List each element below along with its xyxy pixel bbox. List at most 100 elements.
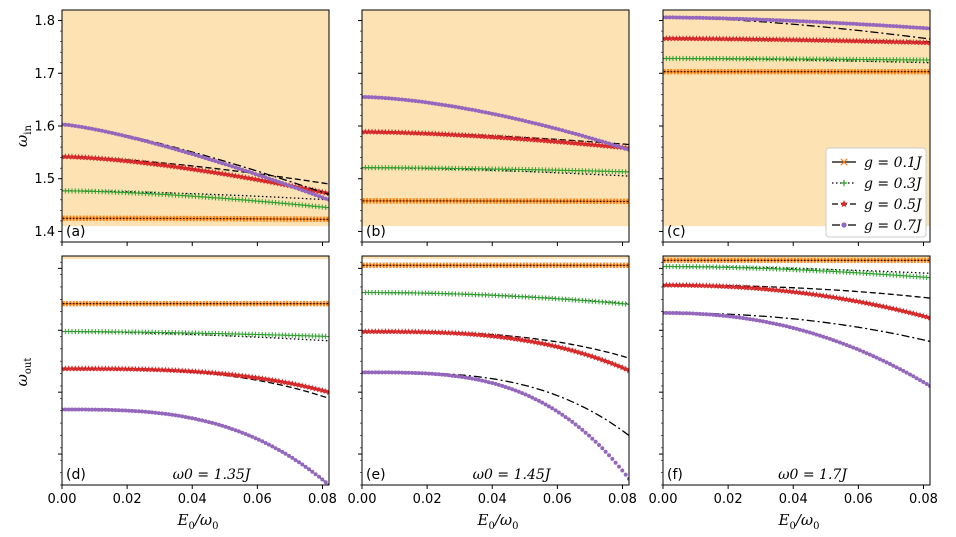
data-point-g0.5J xyxy=(482,133,489,140)
data-point-g0.5J xyxy=(448,131,456,138)
data-point-g0.7J xyxy=(824,335,829,340)
data-point-g0.5J xyxy=(255,176,263,183)
data-point-g0.7J xyxy=(721,16,726,21)
data-point-g0.5J xyxy=(222,170,229,177)
data-point-g0.7J xyxy=(93,127,98,132)
data-point-g0.5J xyxy=(860,299,867,306)
data-point-g0.5J xyxy=(295,381,303,388)
data-point-g0.5J xyxy=(138,365,146,372)
data-point-g0.5J xyxy=(565,139,573,146)
data-point-g0.5J xyxy=(225,371,233,378)
data-point-g0.5J xyxy=(188,165,196,172)
data-point-g0.7J xyxy=(854,22,859,26)
data-point-g0.7J xyxy=(210,158,215,163)
data-point-g0.7J xyxy=(260,174,265,179)
data-point-g0.7J xyxy=(667,15,672,20)
data-point-g0.7J xyxy=(811,19,816,24)
data-point-g0.7J xyxy=(593,439,598,444)
data-point-g0.5J xyxy=(906,38,914,45)
data-point-g0.5J xyxy=(696,282,703,289)
data-point-g0.5J xyxy=(723,35,730,42)
data-point-g0.7J xyxy=(734,16,739,21)
data-point-g0.7J xyxy=(176,413,181,418)
data-point-g0.7J xyxy=(103,407,108,412)
data-point-g0.5J xyxy=(866,37,874,44)
data-point-g0.7J xyxy=(250,170,255,175)
data-point-g0.3J xyxy=(326,333,329,340)
data-point-g0.5J xyxy=(806,290,814,297)
data-point-g0.7J xyxy=(413,371,418,375)
data-point-g0.7J xyxy=(256,173,261,178)
data-point-g0.7J xyxy=(280,181,285,186)
data-point-g0.7J xyxy=(844,21,849,26)
data-point-g0.5J xyxy=(219,170,226,177)
data-point-g0.7J xyxy=(400,97,405,102)
data-point-g0.7J xyxy=(724,16,729,21)
data-point-g0.7J xyxy=(560,412,565,417)
data-point-g0.5J xyxy=(438,130,446,137)
plot-area xyxy=(62,122,329,223)
data-point-g0.7J xyxy=(173,147,178,152)
legend-marker xyxy=(841,222,847,228)
data-point-g0.7J xyxy=(136,137,141,142)
data-point-g0.5J xyxy=(853,297,860,304)
data-point-g0.5J xyxy=(900,307,907,314)
data-point-g0.7J xyxy=(821,334,826,339)
data-point-g0.7J xyxy=(583,134,588,139)
data-point-g0.5J xyxy=(125,157,132,164)
data-point-g0.7J xyxy=(881,358,886,363)
data-point-g0.5J xyxy=(105,365,112,372)
data-point-g0.7J xyxy=(466,376,471,380)
data-point-g0.5J xyxy=(863,299,870,306)
data-point-g0.7J xyxy=(253,436,258,441)
data-point-g0.5J xyxy=(178,164,186,171)
data-point-g0.5J xyxy=(709,282,717,289)
data-point-g0.5J xyxy=(856,37,864,44)
data-point-g0.7J xyxy=(226,163,231,168)
data-point-g0.5J xyxy=(893,306,900,313)
plot-area xyxy=(663,257,930,388)
legend-label: g = 0.1J xyxy=(864,155,923,171)
legend-marker xyxy=(840,200,848,208)
data-point-g0.5J xyxy=(209,168,216,175)
data-point-g0.7J xyxy=(190,152,195,156)
data-point-g0.7J xyxy=(871,22,876,27)
x-tick-label: 0.04 xyxy=(178,492,207,507)
data-point-g0.5J xyxy=(252,176,259,183)
data-point-g0.7J xyxy=(556,127,561,132)
data-point-g0.5J xyxy=(689,282,697,289)
omega0-label: ω0 = 1.35J xyxy=(173,467,252,483)
data-point-g0.5J xyxy=(673,281,680,288)
data-point-g0.7J xyxy=(603,140,608,145)
data-point-g0.7J xyxy=(854,346,859,351)
data-point-g0.5J xyxy=(435,130,442,137)
data-point-g0.5J xyxy=(475,132,482,139)
data-point-g0.5J xyxy=(783,36,790,43)
data-point-g0.5J xyxy=(289,380,296,387)
data-point-g0.7J xyxy=(674,15,679,20)
data-point-g0.5J xyxy=(799,289,807,296)
data-point-g0.7J xyxy=(747,17,752,22)
data-point-g0.5J xyxy=(275,377,283,384)
data-point-g0.7J xyxy=(406,370,411,375)
data-point-g0.7J xyxy=(203,156,208,161)
x-tick-label: 0.00 xyxy=(649,492,678,507)
data-point-g0.5J xyxy=(158,366,166,373)
data-point-g0.5J xyxy=(799,36,807,43)
data-point-g0.5J xyxy=(398,328,406,335)
data-point-g0.7J xyxy=(600,446,605,451)
data-point-g0.5J xyxy=(472,331,479,338)
data-point-g0.7J xyxy=(317,474,321,479)
data-point-g0.5J xyxy=(743,284,750,291)
data-point-g0.7J xyxy=(590,436,595,441)
data-point-g0.7J xyxy=(270,444,275,449)
data-point-g0.5J xyxy=(709,35,717,42)
data-point-g0.7J xyxy=(617,464,621,469)
data-point-g0.5J xyxy=(776,287,783,294)
data-point-g0.5J xyxy=(185,367,193,374)
data-point-g0.7J xyxy=(754,318,759,323)
data-point-g0.5J xyxy=(683,281,690,288)
data-point-g0.7J xyxy=(246,433,251,438)
data-point-g0.7J xyxy=(456,374,461,379)
data-point-g0.7J xyxy=(276,180,281,184)
